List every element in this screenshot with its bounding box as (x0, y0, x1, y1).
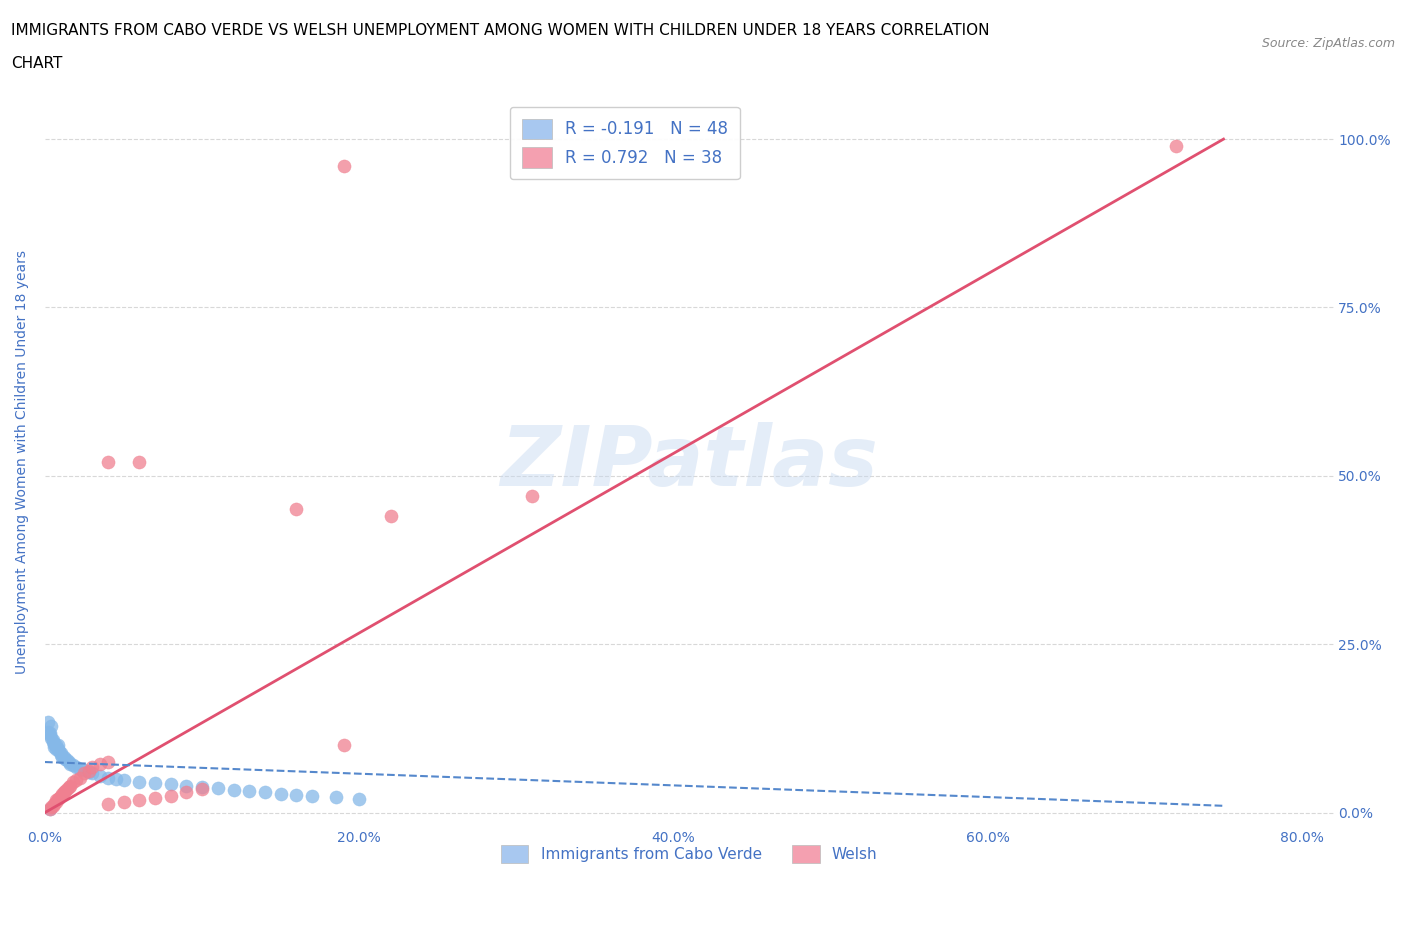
Point (59, 778, 82, 793)
Point (55, 751, 77, 766)
Point (37, 724, 59, 739)
Point (82, 759, 104, 774)
Point (97, 797, 120, 812)
Point (207, 781, 229, 796)
Point (238, 784, 260, 799)
Point (59, 757, 82, 772)
Point (39, 800, 62, 815)
Point (112, 795, 135, 810)
Point (62, 758, 84, 773)
Point (143, 790, 166, 805)
Point (128, 774, 150, 789)
Point (77, 764, 100, 778)
Point (42, 732, 65, 747)
Point (73, 763, 96, 777)
Point (58, 754, 80, 769)
Text: CHART: CHART (11, 56, 63, 71)
Point (39, 719, 62, 734)
Point (97, 770, 120, 785)
Point (52, 750, 75, 764)
Text: ZIPatlas: ZIPatlas (501, 422, 879, 503)
Point (332, 159, 354, 174)
Point (44, 797, 66, 812)
Point (270, 786, 292, 801)
Point (176, 778, 198, 793)
Point (44, 737, 66, 751)
Point (332, 737, 354, 752)
Point (77, 764, 100, 779)
Point (65, 773, 87, 788)
Point (97, 455, 120, 470)
Point (62, 775, 84, 790)
Point (285, 502, 308, 517)
Point (325, 790, 347, 804)
Point (1166, 139, 1188, 153)
Point (51, 750, 73, 764)
Point (380, 509, 402, 524)
Point (45, 795, 67, 810)
Point (112, 773, 135, 788)
Point (285, 788, 308, 803)
Point (73, 766, 96, 781)
Point (82, 766, 104, 781)
Point (56, 781, 79, 796)
Point (58, 779, 80, 794)
Point (51, 786, 73, 801)
Point (45, 737, 67, 752)
Point (39, 731, 62, 746)
Text: Source: ZipAtlas.com: Source: ZipAtlas.com (1261, 37, 1395, 50)
Point (159, 777, 181, 791)
Point (253, 785, 276, 800)
Point (128, 793, 150, 808)
Point (49, 748, 72, 763)
Point (55, 784, 77, 799)
Point (176, 785, 198, 800)
Point (143, 776, 166, 790)
Point (37, 714, 59, 729)
Point (65, 759, 87, 774)
Point (46, 737, 69, 752)
Point (104, 771, 127, 786)
Point (191, 779, 214, 794)
Point (38, 802, 60, 817)
Y-axis label: Unemployment Among Women with Children Under 18 years: Unemployment Among Women with Children U… (15, 250, 30, 674)
Point (191, 781, 214, 796)
Point (222, 782, 245, 797)
Point (128, 455, 150, 470)
Text: IMMIGRANTS FROM CABO VERDE VS WELSH UNEMPLOYMENT AMONG WOMEN WITH CHILDREN UNDER: IMMIGRANTS FROM CABO VERDE VS WELSH UNEM… (11, 23, 990, 38)
Point (56, 752, 79, 767)
Point (38, 725, 60, 740)
Point (349, 791, 371, 806)
Point (38, 727, 60, 742)
Point (520, 488, 543, 503)
Point (42, 798, 65, 813)
Point (48, 743, 70, 758)
Point (159, 789, 181, 804)
Point (69, 770, 91, 785)
Legend: Immigrants from Cabo Verde, Welsh: Immigrants from Cabo Verde, Welsh (495, 839, 884, 870)
Point (45, 741, 67, 756)
Point (49, 789, 72, 804)
Point (44, 739, 66, 754)
Point (301, 789, 323, 804)
Point (97, 754, 120, 769)
Point (48, 790, 70, 805)
Point (46, 741, 69, 756)
Point (89, 757, 111, 772)
Point (49, 746, 72, 761)
Point (42, 735, 65, 750)
Point (52, 785, 75, 800)
Point (38, 802, 60, 817)
Point (46, 791, 69, 806)
Point (69, 762, 91, 777)
Point (45, 793, 67, 808)
Point (89, 768, 111, 783)
